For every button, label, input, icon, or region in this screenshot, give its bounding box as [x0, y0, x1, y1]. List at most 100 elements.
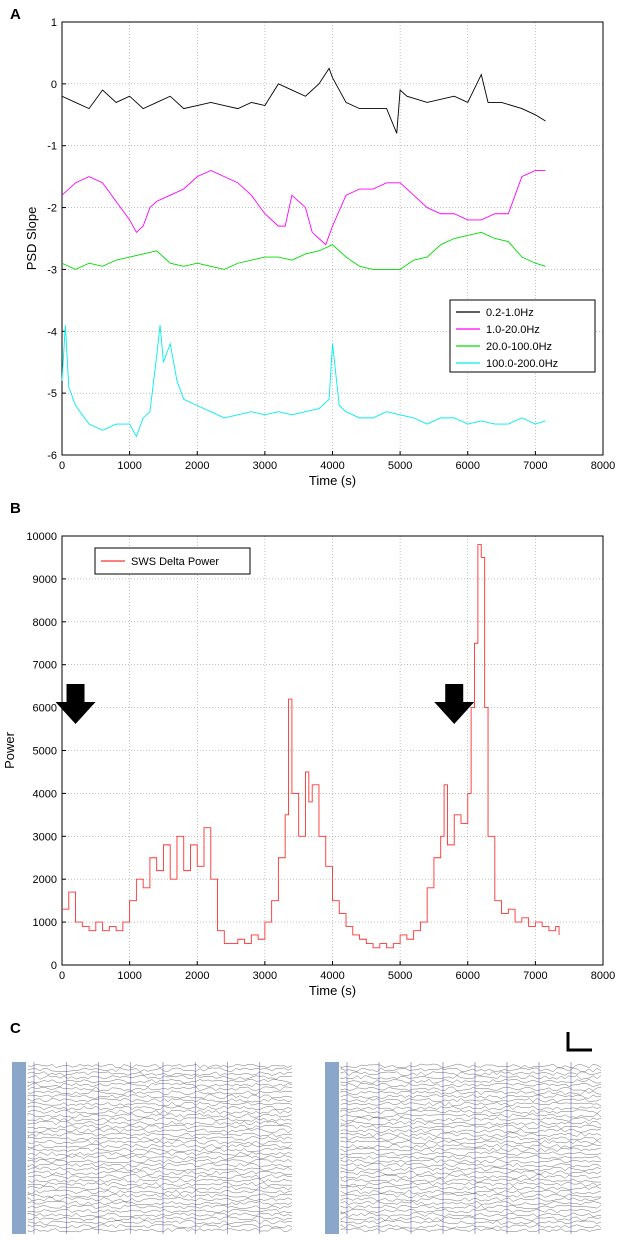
eeg-trace — [27, 1147, 293, 1153]
eeg-trace — [340, 1193, 602, 1198]
eeg-trace — [27, 1079, 293, 1084]
y-tick-label: 1 — [51, 17, 57, 29]
eeg-trace — [340, 1098, 602, 1103]
y-tick-label: 0 — [51, 79, 57, 91]
eeg-trace — [340, 1132, 602, 1137]
y-tick-label: -1 — [47, 141, 57, 153]
chart-a-psd-slope: 0 1000 2000 3000 4000 5000 6000 7000 8000 1 0 -1 -2 -… — [24, 17, 615, 488]
eeg-trace — [27, 1212, 293, 1217]
x-tick-label: 5000 — [388, 970, 412, 982]
x-tick-label: 2000 — [185, 460, 209, 472]
eeg-trace — [27, 1174, 293, 1179]
chart-b-sws-delta-power: 0 1000 2000 3000 4000 5000 6000 7000 80001000090… — [2, 531, 615, 998]
eeg-trace — [27, 1193, 293, 1198]
eeg-trace — [27, 1197, 293, 1202]
eeg-trace — [27, 1201, 293, 1206]
y-tick-label: 10000 — [26, 531, 57, 543]
eeg-trace — [340, 1162, 602, 1168]
eeg-trace — [340, 1216, 602, 1221]
eeg-trace — [27, 1185, 293, 1191]
eeg-trace — [27, 1182, 293, 1187]
eeg-trace — [340, 1224, 602, 1229]
eeg-trace — [340, 1182, 602, 1187]
eeg-trace — [27, 1159, 293, 1164]
eeg-trace — [27, 1205, 293, 1210]
eeg-trace — [340, 1143, 602, 1149]
eeg-trace — [27, 1178, 293, 1183]
eeg-trace — [340, 1197, 602, 1202]
y-tick-label: 4000 — [33, 788, 57, 800]
eeg-trace — [27, 1216, 293, 1221]
eeg-trace — [340, 1128, 602, 1133]
eeg-trace — [340, 1124, 602, 1130]
eeg-trace — [340, 1155, 602, 1160]
panel-a-label: A — [10, 6, 21, 23]
x-tick-label: 1000 — [117, 460, 141, 472]
y-tick-label: 0 — [51, 960, 57, 972]
x-axis-label: Time (s) — [309, 473, 356, 488]
eeg-trace — [340, 1185, 602, 1191]
y-tick-label: 8000 — [33, 617, 57, 629]
x-tick-label: 4000 — [320, 460, 344, 472]
eeg-trace — [27, 1102, 293, 1107]
eeg-trace — [27, 1220, 293, 1225]
eeg-trace — [340, 1136, 602, 1141]
eeg-trace — [27, 1170, 293, 1175]
series-line-1 — [61, 169, 546, 246]
eeg-trace — [340, 1205, 602, 1210]
eeg-trace — [340, 1102, 602, 1107]
y-tick-label: -2 — [47, 203, 57, 215]
legend-label-0: SWS Delta Power — [131, 556, 219, 568]
y-axis-label: Power — [2, 731, 17, 769]
eeg-trace — [27, 1224, 293, 1229]
down-arrow-icon — [434, 684, 475, 724]
eeg-trace — [27, 1071, 293, 1076]
panel-c-traces — [12, 1032, 602, 1234]
eeg-trace — [340, 1121, 602, 1126]
y-tick-label: -3 — [47, 264, 57, 276]
eeg-trace — [340, 1079, 602, 1084]
x-tick-label: 8000 — [591, 460, 615, 472]
legend-label-3: 100.0-200.0Hz — [486, 358, 558, 370]
y-axis-label: PSD Slope — [24, 207, 39, 271]
x-tick-label: 7000 — [523, 970, 547, 982]
x-axis-label: Time (s) — [309, 983, 356, 998]
y-tick-label: 9000 — [33, 574, 57, 586]
eeg-trace — [340, 1140, 602, 1145]
eeg-trace — [27, 1121, 293, 1126]
eeg-trace — [27, 1117, 293, 1122]
eeg-trace — [27, 1140, 293, 1145]
eeg-trace — [340, 1063, 602, 1069]
eeg-trace — [27, 1162, 293, 1168]
eeg-trace — [340, 1170, 602, 1175]
eeg-trace — [340, 1212, 602, 1217]
eeg-trace — [340, 1151, 602, 1156]
eeg-trace — [340, 1113, 602, 1118]
eeg-trace — [27, 1155, 293, 1160]
eeg-trace — [340, 1071, 602, 1076]
down-arrow-icon — [55, 684, 96, 724]
x-tick-label: 4000 — [320, 970, 344, 982]
x-tick-label: 6000 — [456, 970, 480, 982]
channel-label-strip — [12, 1062, 26, 1234]
eeg-trace — [27, 1109, 293, 1114]
y-tick-label: -6 — [47, 450, 57, 462]
x-tick-label: 0 — [59, 970, 65, 982]
channel-label-strip — [325, 1062, 339, 1234]
series-line-2 — [61, 231, 546, 270]
eeg-trace — [27, 1105, 293, 1111]
eeg-trace — [340, 1082, 602, 1088]
y-tick-label: 2000 — [33, 874, 57, 886]
eeg-trace — [27, 1189, 293, 1194]
eeg-trace — [340, 1067, 602, 1073]
eeg-trace — [27, 1082, 293, 1088]
panel-c-label: C — [10, 1020, 21, 1037]
eeg-trace — [27, 1098, 293, 1103]
eeg-trace — [27, 1151, 293, 1156]
y-tick-label: 7000 — [33, 660, 57, 672]
legend-label-0: 0.2-1.0Hz — [486, 307, 534, 319]
eeg-trace — [27, 1113, 293, 1118]
eeg-trace — [27, 1132, 293, 1137]
series-line-0 — [61, 67, 546, 134]
eeg-trace — [340, 1189, 602, 1194]
